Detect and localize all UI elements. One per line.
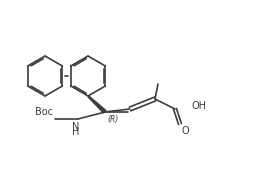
Text: H: H — [72, 127, 80, 137]
Text: O: O — [182, 126, 190, 136]
Text: OH: OH — [191, 101, 206, 111]
Text: (R): (R) — [107, 115, 118, 124]
Text: N: N — [72, 122, 80, 132]
Polygon shape — [87, 95, 107, 114]
Text: Boc: Boc — [35, 107, 53, 117]
